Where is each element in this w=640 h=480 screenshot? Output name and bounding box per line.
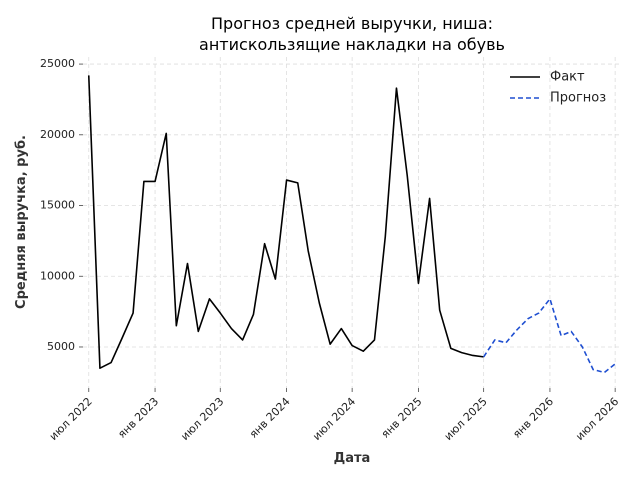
x-tick-label: июл 2022 bbox=[47, 395, 95, 443]
grid bbox=[83, 57, 622, 388]
legend-label-fact: Факт bbox=[550, 70, 585, 85]
x-tick-label: янв 2026 bbox=[510, 395, 556, 441]
x-axis-label: Дата bbox=[334, 451, 371, 466]
series-line-forecast bbox=[482, 298, 616, 374]
chart-title-line-2: антискользящие накладки на обувь bbox=[199, 35, 505, 54]
series-line-fact bbox=[87, 75, 484, 370]
y-tick-label: 15000 bbox=[40, 199, 75, 212]
legend: Факт Прогноз bbox=[510, 70, 606, 106]
legend-label-forecast: Прогноз bbox=[550, 91, 606, 106]
x-tick-label: июл 2026 bbox=[573, 395, 621, 443]
x-tick-label: янв 2025 bbox=[379, 395, 425, 441]
x-tick-label: июл 2023 bbox=[178, 395, 226, 443]
y-tick-label: 5000 bbox=[47, 340, 75, 353]
x-tick-label: июл 2024 bbox=[310, 395, 358, 443]
series-lines bbox=[87, 75, 616, 374]
chart-title-line-1: Прогноз средней выручки, ниша: bbox=[211, 14, 493, 33]
y-tick-label: 25000 bbox=[40, 57, 75, 70]
y-tick-label: 20000 bbox=[40, 128, 75, 141]
x-tick-label: июл 2025 bbox=[442, 395, 490, 443]
y-axis-label: Средняя выручка, руб. bbox=[14, 135, 29, 309]
y-axis-ticks: 5000 10000 15000 20000 25000 bbox=[40, 57, 83, 353]
y-tick-label: 10000 bbox=[40, 269, 75, 282]
x-tick-label: янв 2023 bbox=[115, 395, 161, 441]
x-axis-ticks: июл 2022 янв 2023 июл 2023 янв 2024 июл 2024… bbox=[47, 388, 621, 443]
x-tick-label: янв 2024 bbox=[247, 395, 293, 441]
